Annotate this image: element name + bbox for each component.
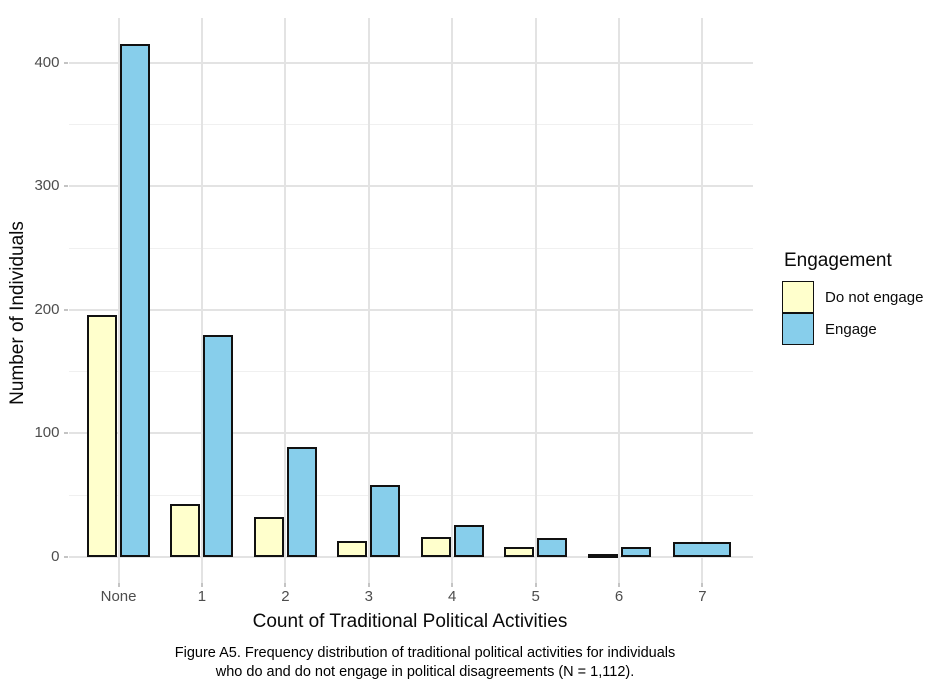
y-tick-300 <box>64 185 68 188</box>
bar-do-not-engage-3 <box>337 540 368 557</box>
bar-engage-7 <box>673 542 732 557</box>
bar-engage-6 <box>620 547 651 557</box>
x-tick-5 <box>534 583 537 587</box>
bar-engage-1 <box>203 334 234 557</box>
legend-label: Do not engage <box>825 288 924 306</box>
gridline-y-minor-350 <box>68 124 753 126</box>
gridline-x-1 <box>200 18 203 583</box>
bar-do-not-engage-2 <box>253 517 284 557</box>
x-tick-6 <box>618 583 621 587</box>
gridline-x-6 <box>618 18 621 583</box>
bar-engage-3 <box>370 485 401 557</box>
bar-engage-none <box>120 44 151 557</box>
gridline-y-0 <box>68 556 753 558</box>
gridline-y-minor-150 <box>68 371 753 373</box>
legend: Engagement Do not engage Engage <box>782 250 923 345</box>
x-tick-label-7: 7 <box>698 588 707 605</box>
caption-line-2: who do and do not engage in political di… <box>215 663 635 680</box>
legend-swatch-engage <box>782 313 814 345</box>
x-tick-3 <box>367 583 370 587</box>
y-tick-200 <box>64 308 68 311</box>
gridline-x-5 <box>534 18 537 583</box>
x-tick-label-none: None <box>100 588 137 605</box>
legend-title: Engagement <box>784 250 892 271</box>
legend-item-engage: Engage <box>782 313 923 345</box>
gridline-x-4 <box>451 18 454 583</box>
legend-items: Do not engage Engage <box>782 281 923 345</box>
x-tick-label-2: 2 <box>281 588 290 605</box>
y-tick-label-100: 100 <box>34 424 60 442</box>
bar-do-not-engage-4 <box>420 537 451 557</box>
y-tick-label-200: 200 <box>34 300 60 318</box>
y-tick-label-0: 0 <box>51 548 60 565</box>
gridline-x-2 <box>284 18 287 583</box>
bar-engage-5 <box>537 538 568 557</box>
gridline-x-none <box>117 18 120 583</box>
bar-do-not-engage-1 <box>170 503 201 557</box>
gridline-y-400 <box>68 61 753 64</box>
x-tick-label-5: 5 <box>531 588 540 605</box>
x-tick-label-4: 4 <box>448 588 457 605</box>
y-tick-0 <box>64 556 68 558</box>
x-tick-none <box>117 583 120 587</box>
caption-line-1: Figure A5. Frequency distribution of tra… <box>174 645 676 661</box>
y-tick-label-400: 400 <box>34 53 60 71</box>
gridline-x-7 <box>701 18 704 583</box>
gridline-y-minor-50 <box>68 494 753 496</box>
gridline-y-300 <box>68 185 753 188</box>
y-tick-400 <box>64 61 68 64</box>
x-tick-label-1: 1 <box>197 588 207 605</box>
x-tick-label-3: 3 <box>364 588 373 605</box>
x-tick-1 <box>200 583 203 587</box>
x-tick-2 <box>284 583 287 587</box>
gridline-y-minor-250 <box>68 247 753 249</box>
x-axis-title: Count of Traditional Political Activitie… <box>252 611 568 632</box>
legend-item-do-not-engage: Do not engage <box>782 281 923 313</box>
gridline-x-3 <box>367 18 370 583</box>
gridline-y-100 <box>68 432 753 435</box>
x-tick-label-6: 6 <box>614 588 624 605</box>
bar-engage-4 <box>453 524 484 557</box>
x-tick-4 <box>451 583 454 587</box>
gridline-y-200 <box>68 308 753 311</box>
x-tick-7 <box>701 583 704 587</box>
figure-caption: Figure A5. Frequency distribution of tra… <box>105 644 745 681</box>
bar-do-not-engage-6 <box>587 554 618 558</box>
y-tick-label-300: 300 <box>34 177 60 195</box>
legend-swatch-do-not-engage <box>782 281 814 313</box>
y-tick-100 <box>64 432 68 435</box>
bar-do-not-engage-none <box>87 314 118 557</box>
legend-label: Engage <box>825 320 877 338</box>
bar-do-not-engage-5 <box>504 547 535 557</box>
bar-engage-2 <box>286 447 317 557</box>
